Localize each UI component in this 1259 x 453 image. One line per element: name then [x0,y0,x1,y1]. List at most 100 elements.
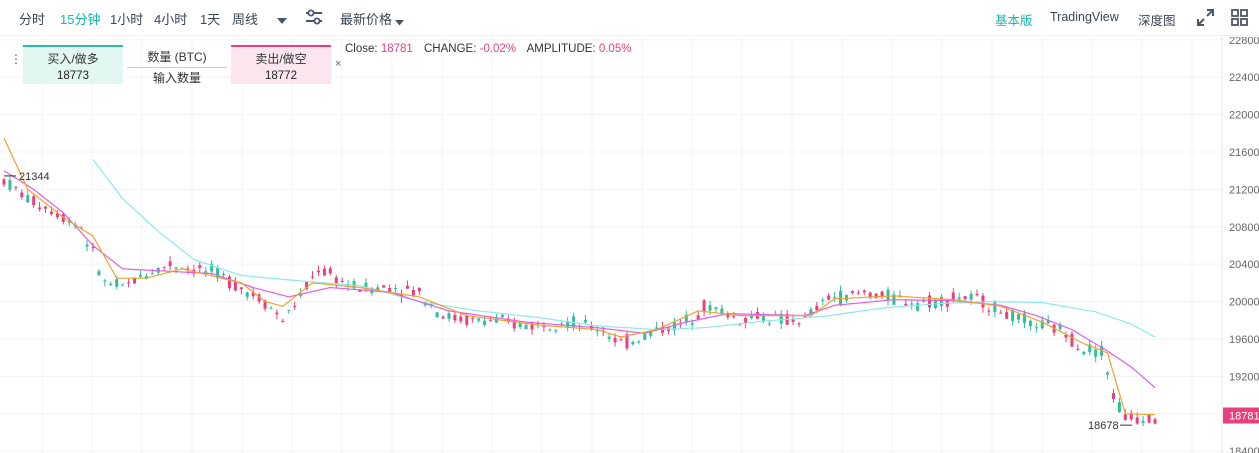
candle-body [239,287,243,290]
candle-body [251,292,255,297]
candle-body [690,323,694,325]
candle-body [572,316,576,327]
sliders-icon [306,9,322,25]
ma-short-line [3,137,1156,416]
candle-body [963,296,967,300]
price-type-select[interactable]: 最新价格 [340,12,393,27]
y-tick-label: 22400 [1229,72,1259,84]
candle-body [388,288,392,294]
candle-body [97,271,101,275]
candle-body [619,339,623,341]
candle-body [275,312,279,315]
candle-body [115,279,119,287]
indicator-settings-button[interactable] [305,9,323,30]
quantity-input[interactable] [127,67,227,86]
candle-body [655,327,659,329]
buy-long-button[interactable]: 买入/做多 18773 [23,45,123,84]
candle-body [637,341,641,343]
candle-body [382,285,386,288]
candle-body [1135,417,1139,424]
fullscreen-button[interactable] [1197,9,1214,31]
candle-body [20,192,24,198]
change-label: CHANGE: [424,43,477,55]
candle-body [672,322,676,331]
candle-body [815,305,819,311]
timeframe-1w[interactable]: 周线 [232,12,259,27]
candle-body [1153,419,1157,424]
grid-icon [1231,9,1248,26]
candle-body [287,309,291,311]
candle-body [216,268,220,279]
tab-basic[interactable]: 基本版 [995,14,1033,28]
candle-body [791,319,795,322]
sell-short-button[interactable]: 卖出/做空 18772 [231,45,331,84]
candle-body [150,273,154,275]
candlestick-chart[interactable]: 1840018800192001960020000204002080021200… [0,37,1259,453]
candle-body [874,293,878,298]
candle-body [204,271,208,273]
candle-body [726,313,730,318]
timeframe-1h[interactable]: 1小时 [110,12,144,27]
candle-body [1022,313,1026,324]
candle-body [127,282,131,284]
candle-body [1034,327,1038,329]
candle-body [761,315,765,322]
candle-body [1123,414,1127,420]
candle-body [975,293,979,296]
timeframe-4h[interactable]: 4小时 [154,12,188,27]
candle-body [827,295,831,300]
candle-body [394,287,398,289]
candle-body [263,300,267,309]
candle-body [767,323,771,325]
ma-mid-line [3,170,1156,389]
candle-body [26,195,30,203]
candle-body [821,299,825,301]
candle-body [1094,349,1098,357]
candle-body [1082,351,1086,355]
candle-body [447,313,451,319]
candle-body [168,261,172,267]
candle-body [144,276,148,279]
candle-body [951,292,955,301]
candle-body [32,196,36,206]
timeframe-15m[interactable]: 15分钟 [60,12,101,27]
candle-body [868,292,872,298]
change-value: -0.02% [479,43,517,55]
candle-body [133,277,137,284]
candle-body [459,316,463,322]
sell-price: 18772 [265,70,297,82]
candle-body [809,309,813,315]
candle-body [744,317,748,324]
candle-body [109,283,113,286]
candle-body [103,280,107,282]
layout-grid-button[interactable] [1231,9,1248,31]
tab-depth-chart[interactable]: 深度图 [1138,14,1176,28]
timeframe-1m[interactable]: 分时 [19,12,46,27]
ma-long-line [92,159,1156,338]
price-type-dropdown[interactable] [395,13,404,31]
candle-body [856,292,860,294]
candle-body [999,312,1003,314]
candle-body [702,300,706,312]
candle-body [750,315,754,319]
candle-body [465,315,469,325]
candle-body [311,276,315,278]
candle-body [85,244,89,247]
candle-body [1028,320,1032,327]
ohlc-stats: Close: 18781 CHANGE: -0.02% AMPLITUDE: 0… [345,43,639,55]
candle-body [1017,314,1021,320]
candle-body [198,265,202,268]
sell-label: 卖出/做空 [255,52,307,66]
timeframe-1d[interactable]: 1天 [200,12,221,27]
y-tick-label: 20000 [1229,297,1259,309]
close-panel-icon[interactable]: × [335,58,342,70]
more-timeframes-dropdown[interactable] [277,12,287,30]
buy-price: 18773 [57,70,89,82]
y-tick-label: 20800 [1229,222,1259,234]
candle-body [850,291,854,293]
tab-tradingview[interactable]: TradingView [1050,10,1119,24]
candle-body [293,306,297,308]
candle-body [1147,414,1151,423]
candle-body [233,281,237,291]
candle-body [566,321,570,328]
